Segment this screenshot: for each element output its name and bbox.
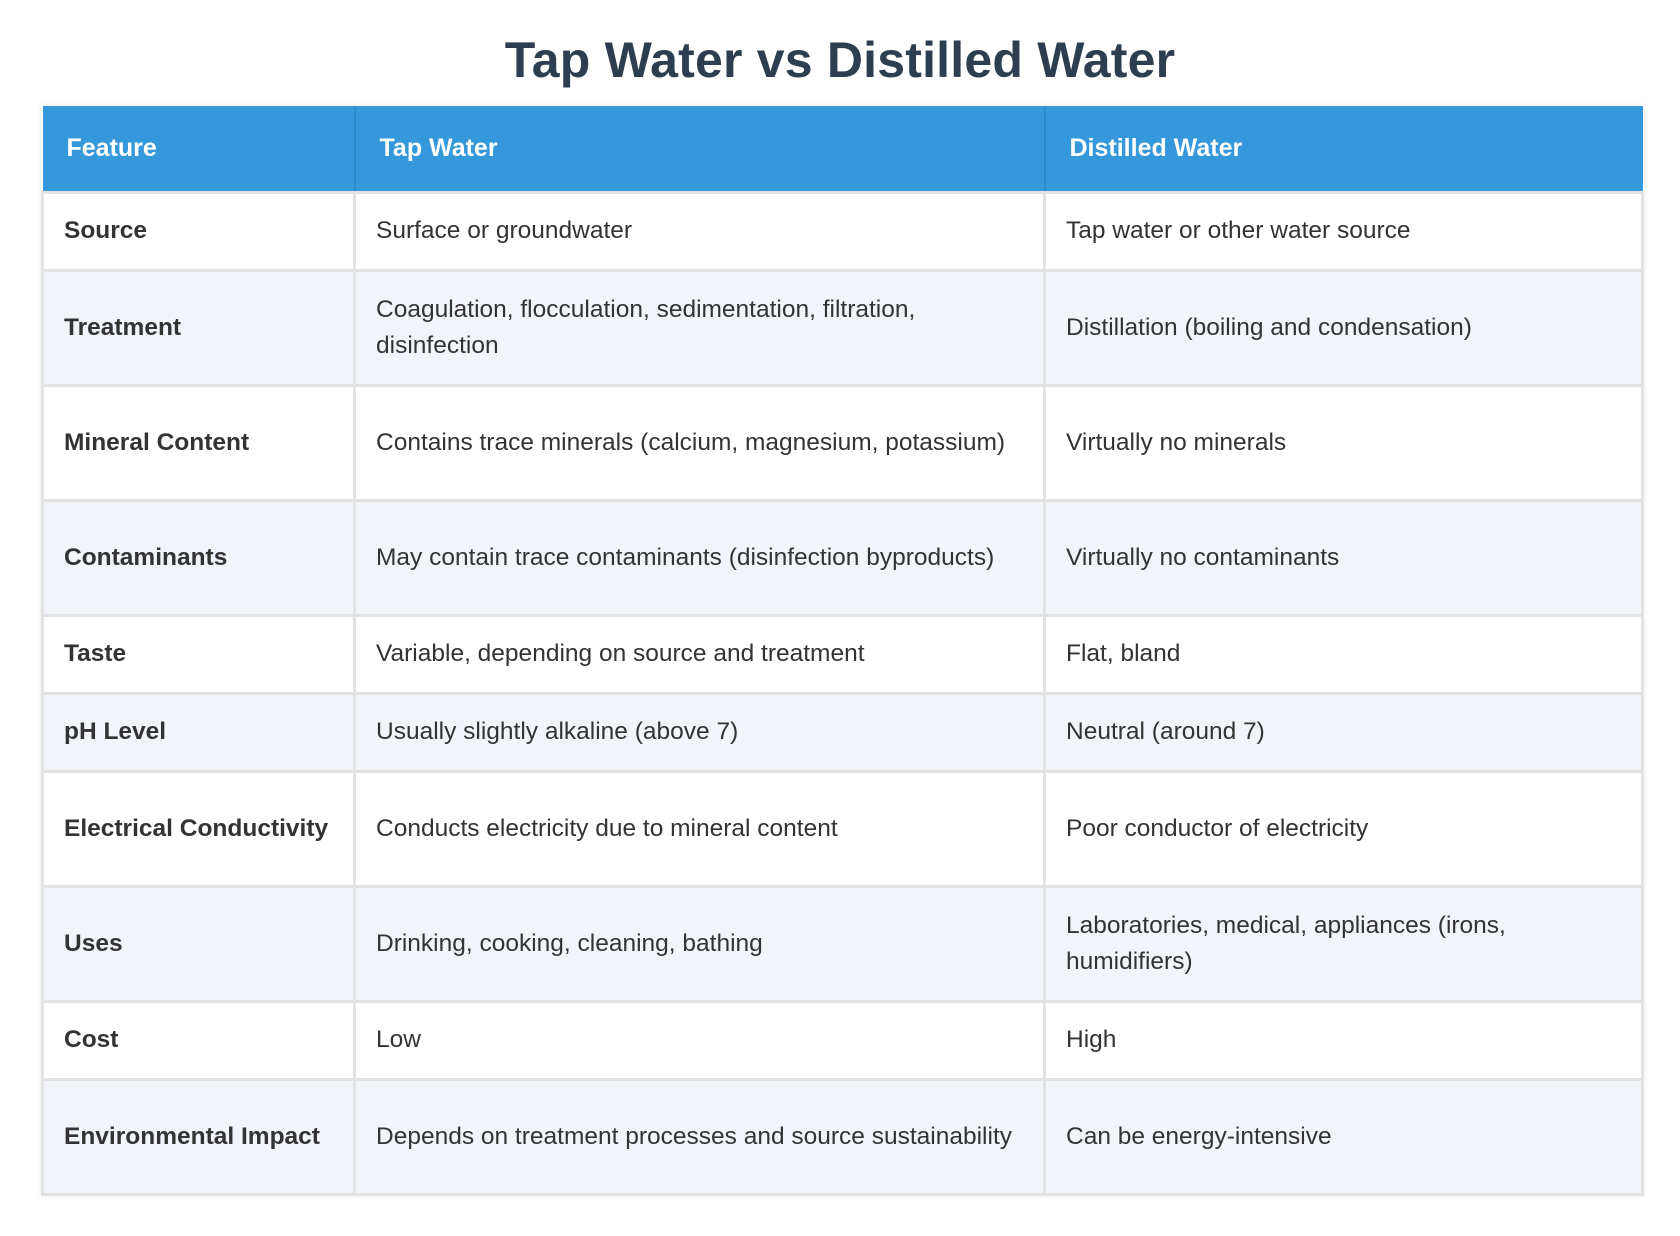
tap-water-cell: Low [353, 999, 1046, 1081]
header-row: Feature Tap Water Distilled Water [42, 106, 1643, 192]
tap-water-cell: Variable, depending on source and treatm… [353, 613, 1046, 695]
feature-cell: Source [41, 190, 356, 272]
distilled-water-cell: Distillation (boiling and condensation) [1043, 268, 1644, 387]
table-row: Electrical Conductivity Conducts electri… [41, 769, 1644, 888]
page-title: Tap Water vs Distilled Water [504, 32, 1176, 88]
header-tap-water: Tap Water [354, 106, 1046, 192]
table-row: Uses Drinking, cooking, cleaning, bathin… [41, 884, 1644, 1003]
table-row: Treatment Coagulation, flocculation, sed… [41, 268, 1644, 387]
feature-cell: Contaminants [41, 498, 356, 617]
feature-cell: Treatment [41, 268, 356, 387]
tap-water-cell: Depends on treatment processes and sourc… [353, 1077, 1046, 1196]
distilled-water-cell: Virtually no minerals [1043, 383, 1644, 502]
feature-cell: Mineral Content [41, 383, 356, 502]
header-distilled-water: Distilled Water [1044, 106, 1643, 192]
tap-water-cell: May contain trace contaminants (disinfec… [353, 498, 1046, 617]
table-row: pH Level Usually slightly alkaline (abov… [41, 691, 1644, 773]
table-body: Source Surface or groundwater Tap water … [41, 190, 1644, 1196]
tap-water-cell: Drinking, cooking, cleaning, bathing [353, 884, 1046, 1003]
tap-water-cell: Coagulation, flocculation, sedimentation… [353, 268, 1046, 387]
table-row: Mineral Content Contains trace minerals … [41, 383, 1644, 502]
distilled-water-cell: Flat, bland [1043, 613, 1644, 695]
feature-cell: Uses [41, 884, 356, 1003]
distilled-water-cell: Poor conductor of electricity [1043, 769, 1644, 888]
feature-cell: Cost [41, 999, 356, 1081]
table-row: Contaminants May contain trace contamina… [41, 498, 1644, 617]
feature-cell: Taste [41, 613, 356, 695]
tap-water-cell: Contains trace minerals (calcium, magnes… [353, 383, 1046, 502]
table-row: Taste Variable, depending on source and … [41, 613, 1644, 695]
table-row: Source Surface or groundwater Tap water … [41, 190, 1644, 272]
comparison-table: Feature Tap Water Distilled Water Source… [41, 106, 1644, 1196]
feature-cell: pH Level [41, 691, 356, 773]
table-row: Cost Low High [41, 999, 1644, 1081]
feature-cell: Electrical Conductivity [41, 769, 356, 888]
table-row: Environmental Impact Depends on treatmen… [41, 1077, 1644, 1196]
header-feature: Feature [42, 106, 356, 192]
distilled-water-cell: Can be energy-intensive [1043, 1077, 1644, 1196]
table-header: Feature Tap Water Distilled Water [42, 106, 1643, 192]
feature-cell: Environmental Impact [41, 1077, 356, 1196]
tap-water-cell: Usually slightly alkaline (above 7) [353, 691, 1046, 773]
tap-water-cell: Surface or groundwater [353, 190, 1046, 272]
distilled-water-cell: Tap water or other water source [1043, 190, 1644, 272]
distilled-water-cell: Neutral (around 7) [1043, 691, 1644, 773]
distilled-water-cell: Laboratories, medical, appliances (irons… [1043, 884, 1644, 1003]
tap-water-cell: Conducts electricity due to mineral cont… [353, 769, 1046, 888]
distilled-water-cell: Virtually no contaminants [1043, 498, 1644, 617]
distilled-water-cell: High [1043, 999, 1644, 1081]
